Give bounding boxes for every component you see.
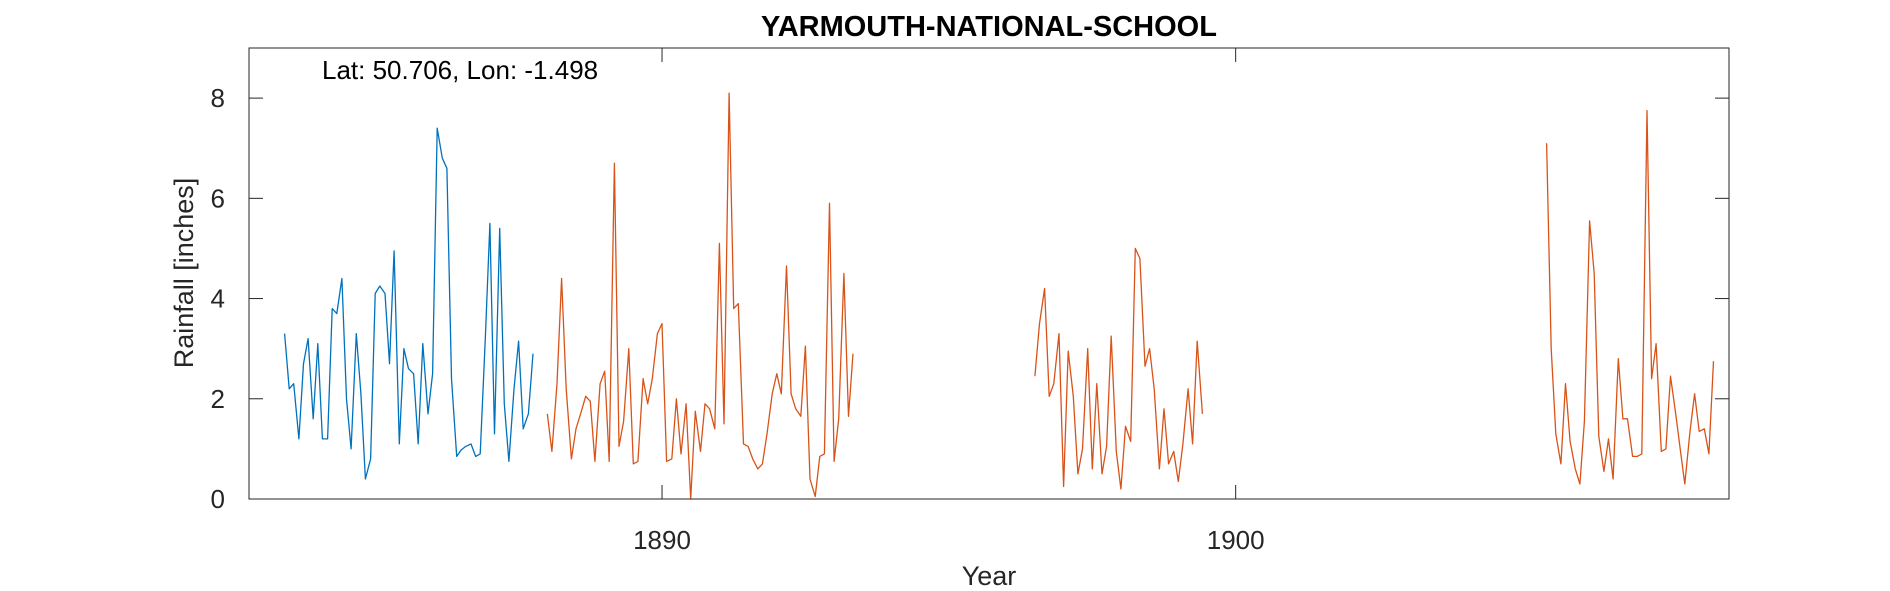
x-axis-label: Year — [962, 561, 1017, 591]
x-ticks: 1890 1900 — [633, 48, 1265, 555]
x-tick-label: 1900 — [1207, 525, 1265, 555]
y-axis-label: Rainfall [inches] — [169, 178, 199, 369]
y-tick-label: 6 — [211, 183, 225, 213]
series-layer — [283, 92, 1715, 500]
location-annotation: Lat: 50.706, Lon: -1.498 — [322, 55, 598, 85]
y-tick-label: 2 — [211, 384, 225, 414]
y-tick-label: 8 — [211, 83, 225, 113]
plot-frame — [248, 47, 1730, 500]
y-tick-label: 0 — [211, 484, 225, 514]
plot-area — [249, 48, 1729, 499]
chart-title: YARMOUTH-NATIONAL-SCHOOL — [761, 11, 1217, 43]
y-tick-label: 4 — [211, 284, 225, 314]
y-ticks: 0 2 4 6 8 — [211, 83, 1729, 514]
series-line-2 — [546, 92, 1715, 500]
series-line-1 — [283, 127, 534, 480]
x-tick-label: 1890 — [633, 525, 691, 555]
